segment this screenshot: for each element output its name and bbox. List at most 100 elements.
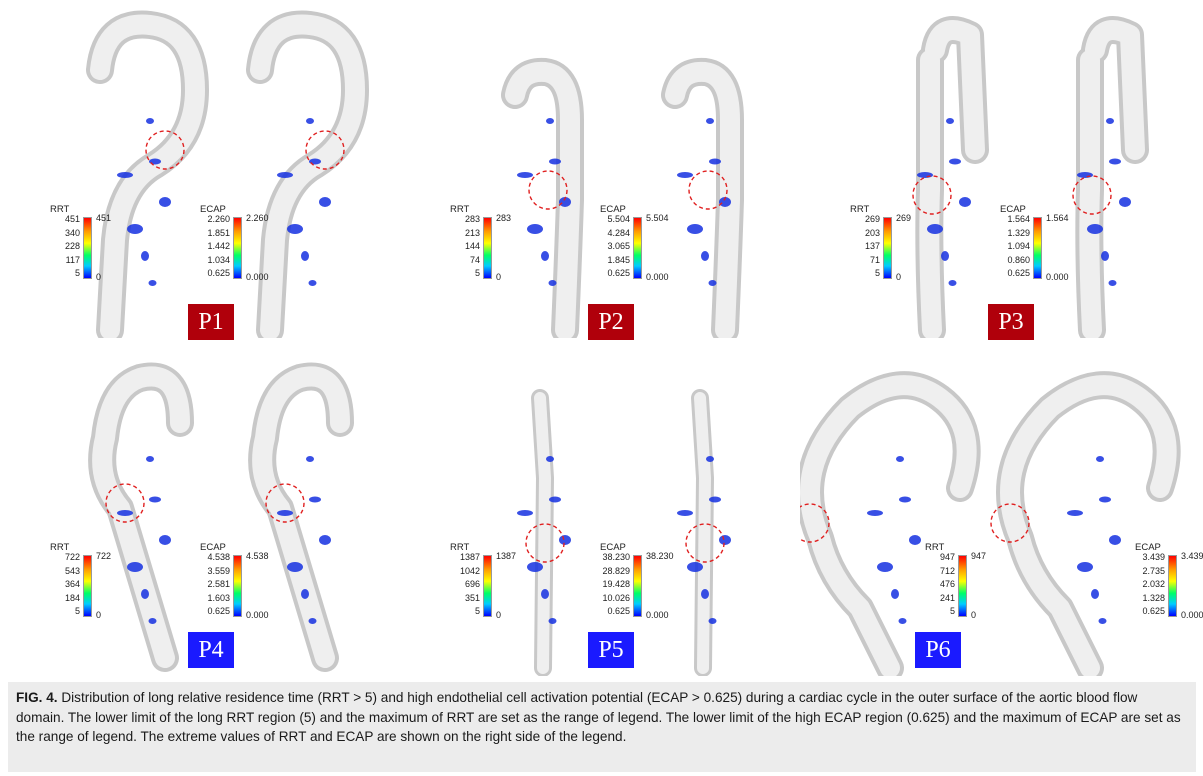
legend-min-value: 0 — [496, 272, 502, 282]
legend-title: ECAP — [200, 542, 226, 553]
legend-tick: 451 — [64, 214, 80, 224]
blue-patch — [127, 224, 143, 234]
legend-tick: 283 — [464, 214, 480, 224]
aorta-model — [1075, 16, 1149, 338]
legend-tick: 3.439 — [1142, 552, 1165, 562]
legend-title: RRT — [450, 204, 470, 215]
blue-patch — [701, 251, 709, 261]
legend-title: ECAP — [200, 204, 226, 215]
blue-patch — [948, 280, 957, 286]
aorta-render — [88, 362, 354, 672]
blue-patch — [917, 172, 933, 178]
panel-p1: RRT 451 340 228 117 5 451 0 ECAP 2.260 1.851 1.442 1… — [0, 0, 400, 340]
legend-tick: 1.603 — [207, 592, 230, 603]
blue-patch — [159, 197, 171, 207]
blue-patch — [1087, 224, 1103, 234]
highlight-circle — [528, 170, 568, 210]
blue-patch — [287, 562, 303, 572]
legend-min-value: 0.000 — [646, 272, 669, 282]
figure-grid: RRT 451 340 228 117 5 451 0 ECAP 2.260 1.851 1.442 1… — [0, 0, 1203, 676]
legend-tick: 269 — [864, 214, 880, 224]
legend-tick: 144 — [464, 241, 480, 251]
panel-p5: RRT 1387 1042 696 351 5 1387 0 ECAP 38.230 28.829 1… — [400, 338, 800, 676]
legend-max-value: 722 — [96, 551, 112, 561]
aorta-model — [915, 16, 989, 338]
blue-patch — [141, 589, 149, 599]
aorta-render — [912, 16, 1149, 338]
legend-tick: 5.504 — [607, 214, 630, 224]
legend-tick: 1.034 — [207, 254, 230, 265]
legend-tick: 28.829 — [602, 565, 630, 576]
blue-patch — [527, 562, 543, 572]
legend-max-value: 4.538 — [246, 551, 269, 561]
legend-tick: 340 — [64, 227, 80, 238]
blue-patch — [548, 280, 557, 286]
blue-patch — [559, 535, 571, 545]
patient-badge: P5 — [588, 632, 634, 668]
legend-tick: 0.625 — [607, 606, 630, 616]
legend-title: ECAP — [1000, 204, 1026, 215]
legend-tick: 1.564 — [1007, 214, 1030, 224]
blue-patch — [719, 197, 731, 207]
blue-patch — [517, 172, 533, 178]
legend-max-value: 5.504 — [646, 213, 669, 223]
patient-badge: P1 — [188, 304, 234, 340]
blue-patch — [1067, 510, 1083, 516]
highlight-circle — [1072, 175, 1112, 215]
colorbar — [83, 555, 92, 617]
blue-patch — [1106, 118, 1114, 124]
legend-min-value: 0 — [96, 610, 102, 620]
legend-tick: 5 — [874, 268, 880, 278]
blue-patch — [548, 618, 557, 624]
legend-title: RRT — [50, 204, 70, 215]
colorbar — [633, 217, 642, 279]
legend-tick: 10.026 — [602, 592, 630, 603]
colorbar — [883, 217, 892, 279]
blue-patch — [549, 158, 561, 165]
highlight-circle — [105, 483, 145, 523]
blue-patch — [867, 510, 883, 516]
blue-patch — [517, 510, 533, 516]
legend-title: RRT — [50, 542, 70, 553]
panel-p2: RRT 283 213 144 74 5 283 0 ECAP 5.504 4.284 3.065 1.… — [400, 0, 800, 340]
aorta-model — [661, 57, 744, 338]
legend-tick: 4.538 — [207, 552, 230, 562]
legend-min-value: 0 — [96, 272, 102, 282]
blue-patch — [306, 118, 314, 124]
blue-patch — [709, 158, 721, 165]
legend-tick: 0.625 — [1007, 268, 1030, 278]
blue-patch — [308, 618, 317, 624]
blue-patch — [891, 589, 899, 599]
blue-patch — [306, 456, 314, 462]
blue-patch — [677, 172, 693, 178]
ecap-legend: ECAP 4.538 3.559 2.581 1.603 0.625 4.538 0.000 — [200, 543, 280, 623]
legend-tick: 213 — [464, 227, 480, 238]
legend-tick: 71 — [869, 254, 880, 265]
aorta-render — [517, 389, 731, 676]
ecap-legend: ECAP 1.564 1.329 1.094 0.860 0.625 1.564 0.000 — [1000, 205, 1080, 285]
blue-patch — [301, 589, 309, 599]
blue-patch — [159, 535, 171, 545]
highlight-circle — [265, 483, 305, 523]
legend-max-value: 947 — [971, 551, 987, 561]
rrt-legend: RRT 269 203 137 71 5 269 0 — [850, 205, 930, 285]
legend-tick: 1.328 — [1142, 592, 1165, 603]
blue-patch — [708, 280, 717, 286]
legend-tick: 543 — [64, 565, 80, 576]
legend-tick: 228 — [64, 241, 80, 251]
patient-badge: P4 — [188, 632, 234, 668]
blue-patch — [546, 118, 554, 124]
blue-patch — [927, 224, 943, 234]
blue-patch — [896, 456, 904, 462]
blue-patch — [941, 251, 949, 261]
blue-patch — [1091, 589, 1099, 599]
patient-badge: P2 — [588, 304, 634, 340]
legend-max-value: 38.230 — [646, 551, 674, 561]
legend-min-value: 0 — [896, 272, 902, 282]
blue-patch — [117, 510, 133, 516]
legend-tick: 74 — [469, 254, 480, 265]
blue-patch — [1109, 535, 1121, 545]
aorta-model — [501, 57, 584, 338]
rrt-legend: RRT 947 712 476 241 5 947 0 — [925, 543, 1005, 623]
legend-tick: 5 — [949, 606, 955, 616]
